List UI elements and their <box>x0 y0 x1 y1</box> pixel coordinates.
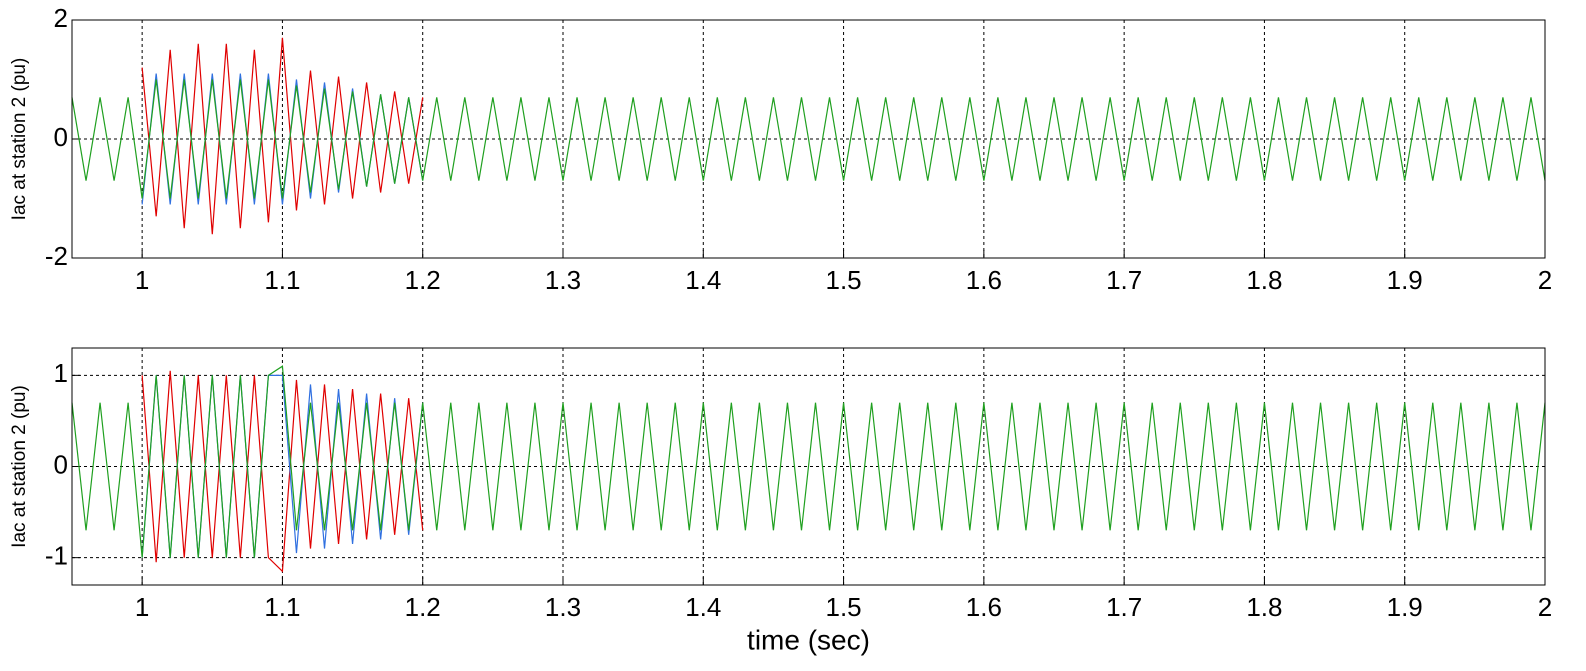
x-tick-label: 1 <box>135 265 149 295</box>
x-tick-label: 1.5 <box>825 265 861 295</box>
x-tick-label: 1.5 <box>825 592 861 622</box>
y-tick-label: 1 <box>54 358 68 388</box>
y-axis-label: Iac at station 2 (pu) <box>9 58 30 221</box>
x-tick-label: 1.2 <box>405 265 441 295</box>
x-tick-label: 2 <box>1538 592 1552 622</box>
x-tick-label: 1 <box>135 592 149 622</box>
x-tick-label: 1.2 <box>405 592 441 622</box>
y-axis-label: Iac at station 2 (pu) <box>9 385 30 548</box>
series-line <box>71 365 1546 558</box>
x-tick-label: 1.7 <box>1106 592 1142 622</box>
y-tick-label: 2 <box>54 3 68 33</box>
y-tick-label: 0 <box>54 122 68 152</box>
series-line <box>141 370 424 573</box>
x-tick-label: 1.3 <box>545 265 581 295</box>
x-tick-label: 1.6 <box>966 265 1002 295</box>
series-line <box>71 79 1546 199</box>
x-tick-label: 1.9 <box>1387 265 1423 295</box>
x-axis-label: time (sec) <box>747 624 870 655</box>
y-tick-label: 0 <box>54 449 68 479</box>
x-tick-label: 1.7 <box>1106 265 1142 295</box>
x-tick-label: 1.4 <box>685 592 721 622</box>
x-tick-label: 1.8 <box>1246 592 1282 622</box>
x-tick-label: 1.1 <box>264 592 300 622</box>
y-tick-label: -1 <box>45 541 68 571</box>
axes-box <box>71 19 1546 259</box>
y-tick-label: -2 <box>45 241 68 271</box>
x-tick-label: 1.1 <box>264 265 300 295</box>
x-tick-label: 1.3 <box>545 592 581 622</box>
x-tick-label: 1.9 <box>1387 592 1423 622</box>
x-tick-label: 1.8 <box>1246 265 1282 295</box>
x-tick-label: 1.6 <box>966 592 1002 622</box>
series-line <box>141 37 424 235</box>
axes-box <box>71 347 1546 586</box>
x-tick-label: 2 <box>1538 265 1552 295</box>
x-tick-label: 1.4 <box>685 265 721 295</box>
